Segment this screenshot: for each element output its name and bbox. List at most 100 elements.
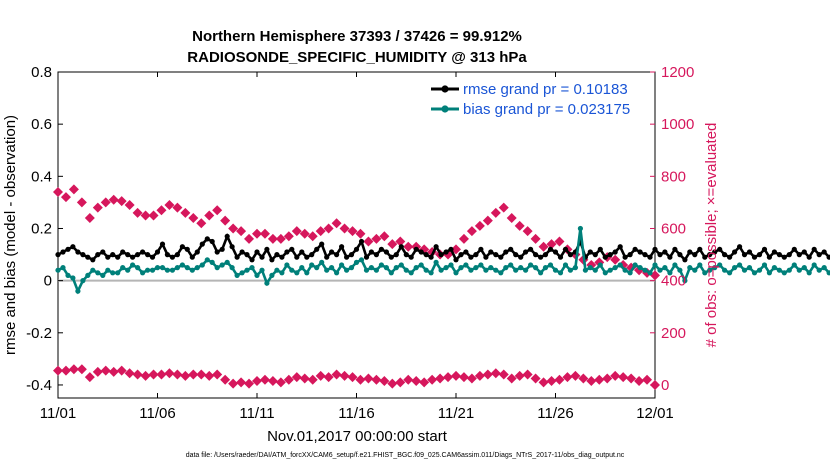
- rmse-point: [637, 249, 643, 255]
- bias-point: [657, 267, 663, 273]
- rmse-point: [115, 254, 121, 260]
- obs-count-marker: [164, 200, 175, 211]
- bias-point: [776, 267, 783, 273]
- obs-count-marker: [466, 373, 477, 384]
- bias-point: [209, 259, 215, 265]
- bias-point: [751, 270, 758, 276]
- bias-point: [786, 267, 792, 273]
- rmse-point: [552, 249, 559, 255]
- rmse-point: [483, 254, 489, 260]
- rmse-point: [498, 254, 504, 260]
- bias-point: [80, 278, 86, 284]
- rmse-point: [791, 246, 797, 252]
- obs-count-marker: [252, 376, 262, 387]
- rmse-point: [344, 254, 350, 260]
- obs-count-marker: [626, 373, 637, 384]
- rmse-point: [523, 249, 529, 255]
- rmse-point: [702, 254, 708, 260]
- rmse-point: [433, 244, 439, 250]
- rmse-point: [110, 252, 116, 258]
- bias-point: [627, 270, 633, 276]
- obs-count-marker: [371, 374, 382, 385]
- bias-point: [478, 262, 484, 268]
- rmse-point: [199, 241, 205, 247]
- rmse-point: [90, 257, 96, 263]
- bias-point: [607, 267, 613, 273]
- rmse-point: [224, 233, 230, 239]
- rmse-point: [488, 249, 494, 255]
- bias-point: [542, 265, 549, 271]
- y-tick-label-left: 0.6: [31, 116, 52, 133]
- obs-count-marker: [108, 366, 119, 377]
- rmse-point: [130, 254, 136, 260]
- bias-point: [533, 265, 539, 271]
- obs-count-marker: [602, 373, 613, 384]
- obs-count-marker: [395, 236, 406, 247]
- rmse-point: [756, 252, 763, 258]
- obs-count-marker: [196, 369, 207, 380]
- rmse-point: [135, 252, 141, 258]
- obs-count-marker: [275, 233, 286, 244]
- rmse-point: [722, 252, 728, 258]
- rmse-point: [448, 246, 454, 252]
- rmse-point: [732, 249, 738, 255]
- bias-point: [637, 265, 643, 271]
- y-tick-label-left: -0.4: [26, 377, 52, 394]
- bias-point: [806, 270, 812, 276]
- rmse-point: [692, 252, 698, 258]
- rmse-point: [309, 252, 315, 258]
- bias-point: [299, 265, 305, 271]
- rmse-point: [682, 257, 688, 263]
- obs-count-marker: [283, 374, 294, 385]
- obs-count-marker: [299, 228, 310, 239]
- obs-count-marker: [156, 205, 167, 216]
- rmse-point: [274, 252, 280, 258]
- rmse-point: [373, 252, 379, 258]
- obs-count-marker: [148, 369, 159, 380]
- obs-count-marker: [164, 368, 175, 379]
- rmse-point: [169, 254, 175, 260]
- rmse-point: [184, 246, 190, 252]
- bias-point: [667, 270, 673, 276]
- rmse-point: [398, 244, 404, 250]
- bias-point: [816, 267, 822, 273]
- bias-point: [284, 262, 290, 268]
- bias-point: [672, 262, 678, 268]
- bias-point: [572, 265, 579, 271]
- obs-count-marker: [172, 202, 183, 213]
- obs-count-marker: [498, 369, 509, 380]
- bias-point: [677, 267, 683, 273]
- rmse-point: [746, 249, 753, 255]
- bias-point: [617, 262, 623, 268]
- rmse-point: [259, 254, 265, 260]
- bias-point: [339, 262, 345, 268]
- obs-count-marker: [53, 365, 63, 376]
- rmse-point: [353, 246, 360, 252]
- bias-point: [687, 265, 693, 271]
- series-group: [55, 225, 830, 295]
- bias-point: [224, 259, 230, 265]
- obs-count-marker: [307, 374, 318, 385]
- obs-count-marker: [228, 223, 239, 234]
- rmse-point: [149, 254, 156, 260]
- bias-point: [503, 265, 509, 271]
- rmse-point: [334, 252, 340, 258]
- bias-point: [149, 267, 156, 273]
- bias-point: [120, 265, 126, 271]
- bias-point: [443, 265, 449, 271]
- bias-point: [717, 262, 723, 268]
- bias-point: [737, 262, 743, 268]
- bias-point: [184, 265, 190, 271]
- rmse-point: [438, 252, 444, 258]
- rmse-point: [717, 246, 723, 252]
- bias-point: [269, 272, 275, 278]
- bias-point: [329, 265, 335, 271]
- legend-marker-bias: [441, 105, 449, 113]
- bias-point: [274, 267, 280, 273]
- bias-point: [796, 267, 802, 273]
- rmse-point: [463, 249, 469, 255]
- rmse-point: [214, 249, 220, 255]
- obs-count-marker: [610, 370, 621, 381]
- rmse-point: [786, 252, 792, 258]
- bias-point: [622, 267, 628, 273]
